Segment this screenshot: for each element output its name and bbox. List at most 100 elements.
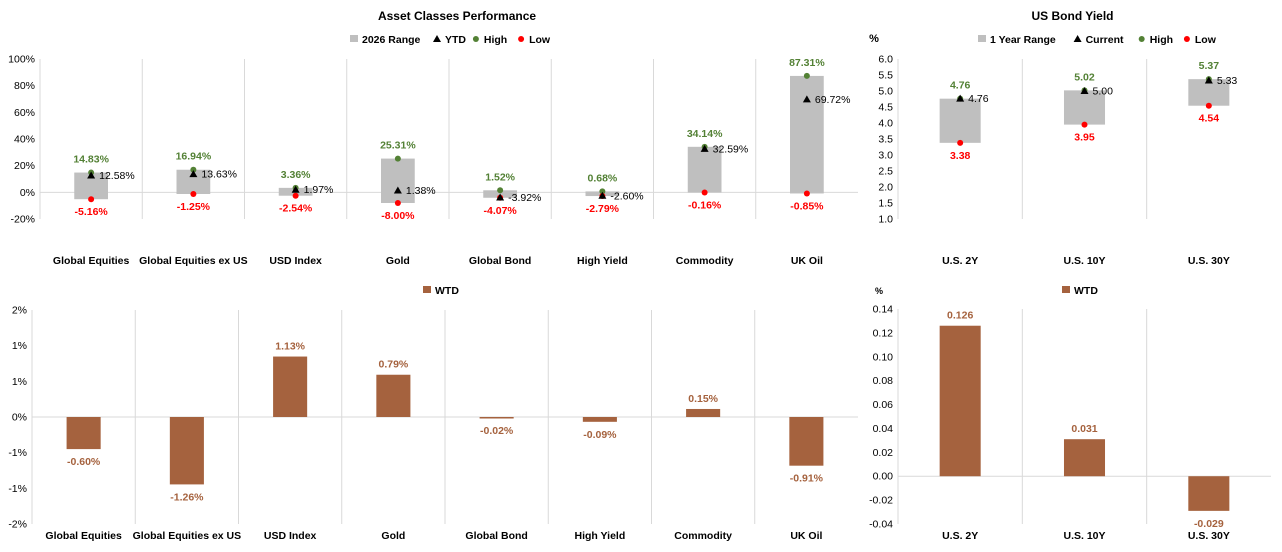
- asset-wtd-category-global-bond: Global Bond: [465, 530, 527, 542]
- asset-wtd-bar-uk-oil: [789, 417, 824, 466]
- bond-range-legend-swatch-high: [1138, 36, 1145, 42]
- asset-wtd-ytick: -1%: [8, 483, 27, 495]
- asset-wtd-category-commodity: Commodity: [674, 530, 732, 542]
- asset-range-current-marker-high-yield: [598, 191, 607, 199]
- asset-wtd-category-gold: Gold: [381, 530, 405, 542]
- asset-wtd-bar-gold: [376, 374, 411, 417]
- asset-range-current-label-commodity: 32.59%: [713, 143, 749, 155]
- bond-range-legend-label-1-year-range: 1 Year Range: [990, 34, 1056, 46]
- asset-wtd-bar-high-yield: [582, 417, 617, 422]
- asset-range-high-label-commodity: 34.14%: [687, 128, 723, 140]
- asset-range-current-label-global-equities-ex-us: 13.63%: [201, 169, 237, 181]
- asset-wtd-value-label-global-equities-ex-us: -1.26%: [170, 491, 204, 503]
- bond-wtd-ytick: 0.10: [873, 351, 894, 363]
- asset-range-low-point-global-equities-ex-us: [190, 191, 197, 197]
- asset-range-category-commodity: Commodity: [676, 255, 734, 267]
- asset-range-current-label-global-bond: -3.92%: [508, 192, 541, 204]
- asset-range-legend-swatch-low: [518, 36, 525, 42]
- bond-wtd-bar-u-s-30y: [1188, 476, 1230, 511]
- bond-range-low-label-u-s-30y: 4.54: [1199, 113, 1220, 125]
- asset-range-current-label-gold: 1.38%: [406, 185, 436, 197]
- asset-wtd-ytick: -1%: [8, 447, 27, 459]
- bond-range-range-bar-u-s-2y: [939, 98, 981, 143]
- asset-range-low-label-gold: -8.00%: [381, 210, 415, 222]
- asset-wtd-category-uk-oil: UK Oil: [790, 530, 822, 542]
- bond-range-legend-swatch-triangle: [1073, 35, 1082, 42]
- bond-range-ytick: 5.5: [878, 70, 893, 82]
- bond-range-ytick: 4.5: [878, 102, 893, 114]
- asset-range-high-label-usd-index: 3.36%: [281, 169, 311, 181]
- bond-range-title: US Bond Yield: [1031, 9, 1113, 23]
- asset-range-legend-label-low: Low: [529, 34, 551, 46]
- asset-wtd-bar-global-equities: [66, 417, 101, 450]
- asset-range-low-label-high-yield: -2.79%: [586, 203, 620, 215]
- bond-range-legend-label-low: Low: [1195, 34, 1217, 46]
- asset-wtd-bar-global-bond: [479, 417, 514, 419]
- asset-range-legend-swatch-high: [472, 36, 479, 42]
- bond-range-range-bar-u-s-10y: [1063, 90, 1106, 125]
- bond-range-high-label-u-s-10y: 5.02: [1074, 71, 1095, 83]
- asset-range-low-point-usd-index: [292, 192, 299, 199]
- asset-range-ytick: 80%: [14, 80, 35, 92]
- asset-wtd-bar-commodity: [686, 408, 721, 417]
- bond-range-ylabel: %: [869, 33, 879, 45]
- bond-range-legend-swatch-range: [978, 35, 986, 42]
- asset-range-category-high-yield: High Yield: [577, 255, 628, 267]
- asset-wtd-ytick: 1%: [12, 340, 27, 352]
- bond-wtd-bar-u-s-2y: [939, 325, 981, 477]
- asset-range-high-label-uk-oil: 87.31%: [789, 57, 825, 69]
- asset-wtd-category-usd-index: USD Index: [264, 530, 317, 542]
- bond-range-legend-label-current: Current: [1086, 34, 1124, 46]
- bond-wtd-ytick: 0.14: [873, 304, 894, 316]
- asset-range-high-point-global-bond: [497, 187, 504, 194]
- bond-range-legend-label-high: High: [1150, 34, 1173, 46]
- bond-range-ytick: 5.0: [878, 86, 893, 98]
- asset-wtd-value-label-uk-oil: -0.91%: [790, 473, 824, 485]
- asset-range-current-marker-global-bond: [496, 193, 505, 201]
- bond-wtd-bar-u-s-10y: [1063, 439, 1106, 477]
- bond-wtd-ytick: 0.06: [873, 399, 894, 411]
- asset-wtd-ytick: 0%: [12, 412, 27, 424]
- asset-range-legend-swatch-triangle: [433, 35, 441, 42]
- asset-range-ytick: 40%: [14, 134, 35, 146]
- asset-range-category-uk-oil: UK Oil: [791, 255, 823, 267]
- asset-range-high-label-high-yield: 0.68%: [587, 172, 617, 184]
- asset-range-low-label-usd-index: -2.54%: [279, 203, 313, 215]
- asset-range-current-label-usd-index: 1.97%: [304, 184, 334, 196]
- bond-range-low-point-u-s-30y: [1205, 102, 1212, 109]
- asset-range-high-label-global-equities: 14.83%: [73, 154, 109, 166]
- asset-range-legend-swatch-range: [350, 35, 358, 42]
- bond-range-ytick: 3.5: [878, 134, 893, 146]
- bond-wtd-legend-label-wtd: WTD: [1074, 285, 1098, 297]
- asset-wtd-value-label-usd-index: 1.13%: [275, 341, 305, 353]
- bond-wtd-category-u-s-10y: U.S. 10Y: [1063, 530, 1105, 542]
- bond-range-current-marker-u-s-2y: [956, 94, 965, 102]
- asset-range-ytick: 100%: [8, 54, 35, 66]
- asset-range-category-global-bond: Global Bond: [469, 255, 531, 267]
- asset-wtd-ytick: -2%: [8, 519, 27, 531]
- asset-range-range-bar-gold: [381, 158, 415, 203]
- asset-range-high-label-gold: 25.31%: [380, 140, 416, 152]
- bond-range-current-label-u-s-2y: 4.76: [968, 93, 989, 105]
- asset-range-low-label-global-equities: -5.16%: [74, 206, 108, 218]
- asset-range-high-point-uk-oil: [803, 72, 810, 79]
- asset-range-current-marker-uk-oil: [802, 95, 811, 103]
- asset-wtd-value-label-high-yield: -0.09%: [583, 429, 617, 441]
- bond-wtd-ytick: 0.12: [873, 327, 894, 339]
- bond-range-low-point-u-s-10y: [1081, 121, 1088, 128]
- asset-range-current-marker-usd-index: [291, 185, 300, 193]
- asset-wtd-value-label-global-equities: -0.60%: [67, 456, 101, 468]
- asset-wtd-bar-global-equities-ex-us: [169, 417, 204, 485]
- asset-wtd-legend-swatch-wtd: [423, 286, 431, 293]
- bond-range-current-marker-u-s-10y: [1080, 87, 1089, 94]
- asset-range-current-marker-gold: [393, 186, 402, 194]
- asset-range-current-label-global-equities: 12.58%: [99, 170, 135, 182]
- bond-range-low-point-u-s-2y: [957, 139, 964, 146]
- asset-range-low-label-uk-oil: -0.85%: [790, 200, 824, 212]
- bond-range-ytick: 1.0: [878, 214, 893, 226]
- asset-range-range-bar-commodity: [687, 146, 722, 193]
- asset-range-current-marker-commodity: [700, 144, 709, 152]
- bond-wtd-category-u-s-2y: U.S. 2Y: [942, 530, 978, 542]
- asset-wtd-ytick: 2%: [12, 305, 27, 317]
